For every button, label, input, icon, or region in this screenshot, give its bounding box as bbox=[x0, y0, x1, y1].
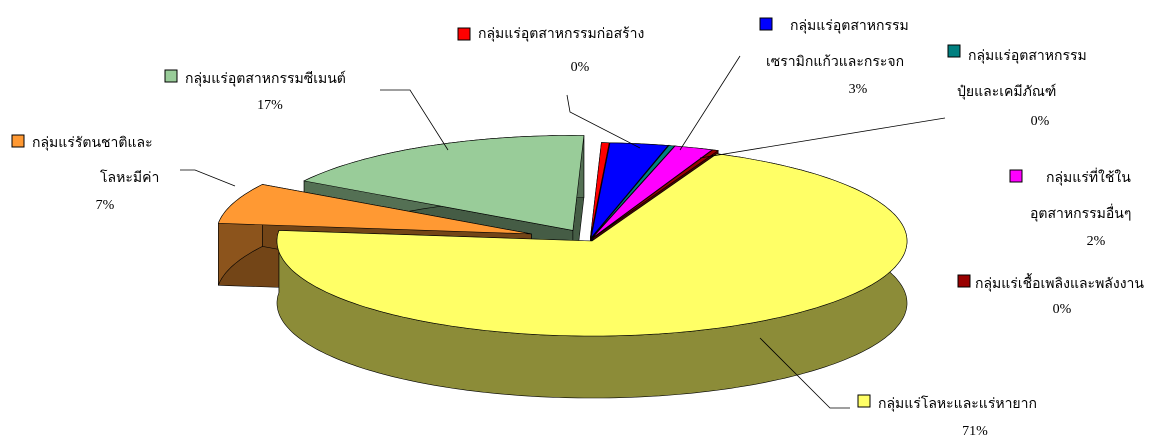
legend-swatch bbox=[11, 134, 25, 148]
leader-line bbox=[679, 55, 741, 151]
legend-label: กลุ่มแร่อุตสาหกรรมซีเมนต์ bbox=[185, 70, 346, 87]
legend-label-line: ปุ๋ยและเคมีภัณฑ์ bbox=[957, 83, 1056, 100]
leader-line bbox=[759, 337, 850, 409]
legend-swatch bbox=[457, 27, 471, 41]
slice bbox=[590, 142, 610, 238]
legend-label: กลุ่มแร่ที่ใช้ในอุตสาหกรรมอื่นๆ bbox=[1030, 168, 1131, 222]
data-label: 7% bbox=[96, 198, 115, 213]
legend-label-line: กลุ่มแร่อุตสาหกรรมก่อสร้าง bbox=[478, 26, 644, 42]
leader-line bbox=[699, 117, 946, 159]
legend-label: กลุ่มแร่เชื้อเพลิงและพลังงาน bbox=[975, 273, 1144, 292]
data-label: 0% bbox=[571, 60, 590, 75]
data-label: 2% bbox=[1087, 234, 1106, 249]
data-label: 71% bbox=[962, 424, 988, 439]
legend-label-line: กลุ่มแร่อุตสาหกรรม bbox=[790, 18, 909, 34]
data-label: 17% bbox=[257, 98, 283, 113]
legend-label-line: กลุ่มแร่รัตนชาติและ bbox=[32, 135, 153, 151]
legend-label-line: กลุ่มแร่อุตสาหกรรม bbox=[968, 48, 1087, 64]
legend-swatch bbox=[759, 17, 773, 31]
legend-swatch bbox=[947, 44, 961, 58]
pie bbox=[217, 135, 908, 399]
legend: กลุ่มแร่อุตสาหกรรมก่อสร้าง 0% กลุ่มแร่อุตส… bbox=[11, 17, 1144, 439]
slice bbox=[591, 145, 676, 238]
slice bbox=[276, 153, 908, 337]
legend-label: กลุ่มแร่รัตนชาติและโลหะมีค่า bbox=[32, 135, 159, 186]
legend-swatch bbox=[857, 394, 871, 408]
legend-label-line: อุตสาหกรรมอื่นๆ bbox=[1030, 204, 1131, 222]
legend-label: กลุ่มแร่โลหะและแร่หายาก bbox=[878, 395, 1037, 412]
legend-label: กลุ่มแร่อุตสาหกรรมปุ๋ยและเคมีภัณฑ์ bbox=[957, 48, 1087, 100]
legend-swatch bbox=[164, 69, 178, 83]
leader-line bbox=[380, 89, 449, 151]
data-label: 0% bbox=[1031, 114, 1050, 129]
data-label: 0% bbox=[1053, 302, 1072, 317]
data-label: 3% bbox=[849, 82, 868, 97]
slice bbox=[590, 142, 669, 238]
leader-line bbox=[566, 94, 641, 149]
slice bbox=[592, 149, 719, 239]
legend-label-line: กลุ่มแร่อุตสาหกรรมซีเมนต์ bbox=[185, 70, 346, 87]
legend-swatch bbox=[1009, 169, 1023, 183]
slice bbox=[592, 145, 713, 238]
leader-line bbox=[180, 169, 236, 187]
legend-label: กลุ่มแร่อุตสาหกรรมก่อสร้าง bbox=[478, 26, 644, 42]
legend-label-line: โลหะมีค่า bbox=[100, 169, 159, 186]
legend-label-line: กลุ่มแร่ที่ใช้ใน bbox=[1046, 168, 1131, 186]
legend-label-line: กลุ่มแร่เชื้อเพลิงและพลังงาน bbox=[975, 273, 1144, 292]
slice bbox=[303, 135, 585, 231]
legend-label-line: เซรามิกแก้วและกระจก bbox=[766, 54, 904, 70]
legend-label-line: กลุ่มแร่โลหะและแร่หายาก bbox=[878, 395, 1037, 412]
slice bbox=[217, 184, 532, 235]
legend-label: กลุ่มแร่อุตสาหกรรมเซรามิกแก้วและกระจก bbox=[766, 18, 909, 70]
legend-swatch bbox=[957, 274, 971, 288]
